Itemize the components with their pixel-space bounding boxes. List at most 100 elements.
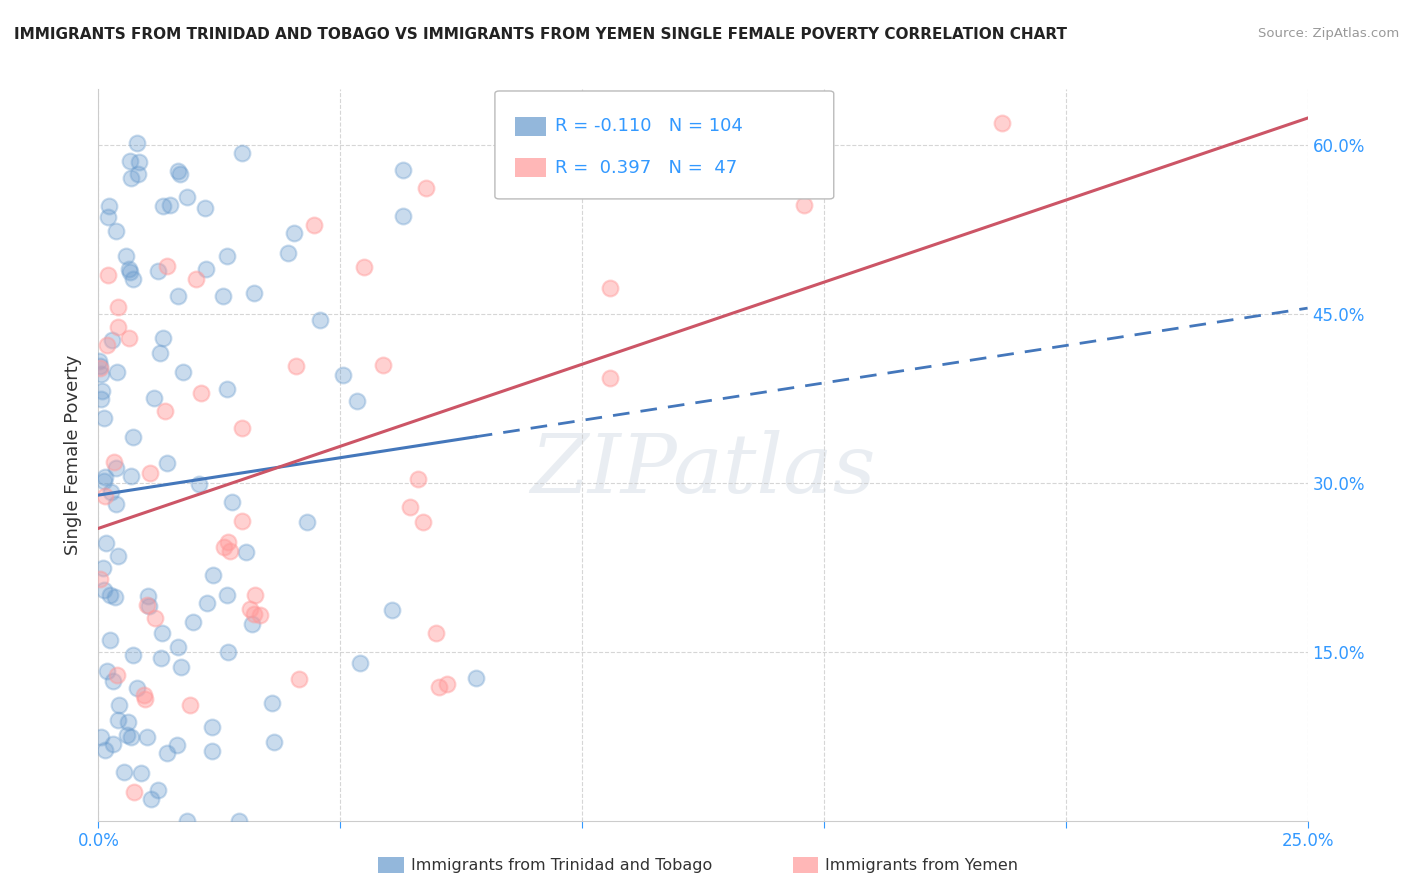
- Point: [103, 737, 125, 751]
- Text: IMMIGRANTS FROM TRINIDAD AND TOBAGO VS IMMIGRANTS FROM YEMEN SINGLE FEMALE POVER: IMMIGRANTS FROM TRINIDAD AND TOBAGO VS I…: [14, 27, 1067, 42]
- Point: [115, 728, 138, 742]
- Point: [134, 692, 156, 706]
- Point: [371, 358, 394, 372]
- Point: [115, 249, 138, 263]
- Point: [117, 715, 139, 730]
- Point: [187, 476, 209, 491]
- Point: [139, 466, 162, 480]
- Text: ZIPatlas: ZIPatlas: [530, 430, 876, 509]
- Point: [94, 743, 117, 757]
- Point: [217, 645, 239, 659]
- Point: [221, 494, 243, 508]
- Point: [114, 764, 136, 779]
- Point: [201, 743, 224, 757]
- Point: [150, 626, 173, 640]
- Point: [122, 271, 145, 285]
- Point: [436, 676, 458, 690]
- Point: [217, 535, 239, 549]
- Point: [143, 611, 166, 625]
- Point: [243, 607, 266, 621]
- Point: [89, 360, 111, 375]
- Point: [93, 411, 115, 425]
- Point: [89, 572, 111, 586]
- Point: [127, 167, 149, 181]
- Point: [97, 268, 120, 282]
- Point: [179, 698, 201, 713]
- Point: [277, 245, 299, 260]
- Point: [427, 680, 450, 694]
- Text: Immigrants from Yemen: Immigrants from Yemen: [825, 858, 1018, 872]
- Point: [599, 370, 621, 384]
- Point: [146, 783, 169, 797]
- Point: [90, 367, 112, 381]
- Point: [181, 615, 204, 629]
- Point: [212, 541, 235, 555]
- Point: [391, 162, 413, 177]
- Point: [104, 224, 127, 238]
- Point: [195, 596, 218, 610]
- Point: [304, 218, 326, 232]
- Point: [107, 365, 129, 379]
- Point: [96, 337, 118, 351]
- Point: [392, 209, 415, 223]
- Point: [103, 673, 125, 688]
- Point: [194, 262, 217, 277]
- Point: [231, 145, 253, 160]
- Point: [118, 265, 141, 279]
- Point: [122, 785, 145, 799]
- Point: [103, 455, 125, 469]
- Point: [141, 792, 163, 806]
- Point: [283, 227, 305, 241]
- Point: [167, 289, 190, 303]
- Point: [135, 598, 157, 612]
- Point: [152, 199, 174, 213]
- Point: [129, 766, 152, 780]
- Point: [406, 472, 429, 486]
- Point: [231, 421, 253, 435]
- Point: [90, 730, 112, 744]
- Point: [228, 814, 250, 828]
- Point: [146, 264, 169, 278]
- Point: [87, 354, 110, 368]
- Point: [184, 272, 207, 286]
- Point: [172, 365, 194, 379]
- Point: [793, 198, 815, 212]
- Point: [194, 201, 217, 215]
- Point: [91, 561, 114, 575]
- Point: [96, 535, 118, 549]
- Point: [415, 180, 437, 194]
- Point: [150, 651, 173, 665]
- Point: [170, 660, 193, 674]
- Point: [399, 500, 422, 515]
- Point: [287, 672, 309, 686]
- Point: [190, 385, 212, 400]
- Point: [117, 261, 139, 276]
- Point: [149, 346, 172, 360]
- Point: [98, 199, 121, 213]
- Point: [121, 648, 143, 662]
- Point: [215, 588, 238, 602]
- Point: [240, 616, 263, 631]
- Point: [107, 668, 129, 682]
- Point: [121, 430, 143, 444]
- Point: [104, 590, 127, 604]
- Point: [530, 153, 553, 167]
- Point: [117, 331, 139, 345]
- Point: [125, 136, 148, 151]
- Point: [120, 170, 142, 185]
- Point: [349, 656, 371, 670]
- Point: [176, 189, 198, 203]
- Point: [108, 698, 131, 712]
- Point: [219, 544, 242, 558]
- Point: [425, 626, 447, 640]
- Point: [353, 260, 375, 274]
- Point: [100, 485, 122, 500]
- Point: [94, 470, 117, 484]
- Point: [260, 696, 283, 710]
- Point: [97, 210, 120, 224]
- Point: [309, 313, 332, 327]
- Point: [176, 814, 198, 828]
- Point: [128, 154, 150, 169]
- Point: [91, 384, 114, 399]
- Point: [138, 599, 160, 613]
